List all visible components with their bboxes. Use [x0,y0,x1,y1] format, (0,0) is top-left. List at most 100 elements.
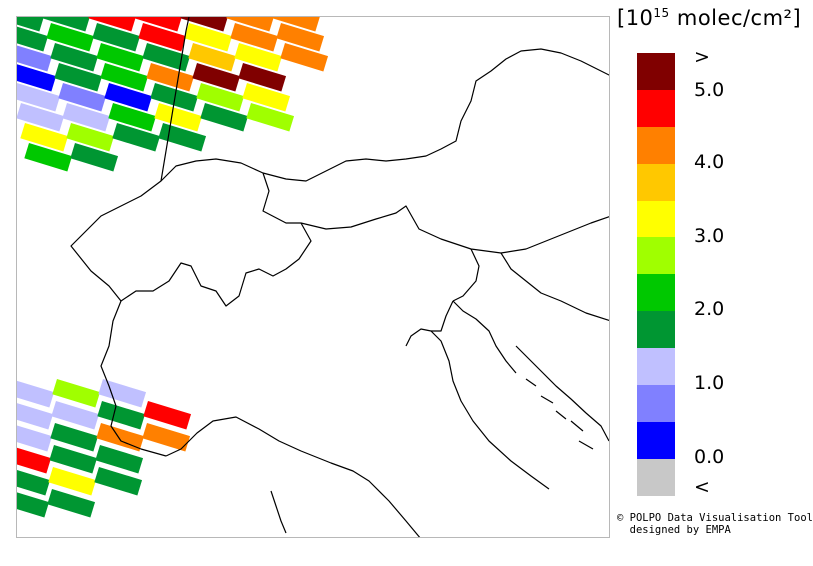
border-austria-germany [262,48,609,182]
swath-pixel [142,43,191,72]
border-france-italy [100,300,167,457]
swath-pixel [17,379,55,408]
swath-pixel [230,23,279,52]
swath-pixel [138,23,187,52]
swath-pixel [20,123,69,152]
credit-line-tool: © POLPO Data Visualisation Tool [617,512,813,524]
swath-pixel [48,467,97,496]
legend-tick-label: < [694,476,710,498]
legend-swatch [637,200,675,238]
swath-pixel [276,23,325,52]
map-panel[interactable] [16,16,610,538]
border-corsica [270,490,287,534]
border-slovenia [452,248,609,321]
swath-pixel [42,17,91,32]
legend-swatch [637,421,675,459]
swath-pixel [17,467,51,496]
border-austria-italy [300,205,609,254]
satellite-swath-southwest [17,378,192,518]
swath-pixel [17,422,53,452]
swath-pixel [50,43,99,72]
swath-pixel [92,23,141,52]
swath-pixel [17,401,54,430]
satellite-swath-north [17,17,329,172]
swath-pixel [62,103,111,132]
legend-swatch [637,89,675,127]
unit-prefix: [10 [617,6,654,30]
border-switzerland [70,158,312,307]
swath-pixel [88,17,137,32]
swath-pixel [70,143,119,172]
swath-pixel [238,63,287,92]
border-italy-slovenia [431,300,454,332]
swath-pixel [49,444,98,474]
swath-pixel [97,401,146,430]
swath-pixel [17,43,53,72]
legend-swatch [637,385,675,422]
coastline-adriatic-west [405,328,550,490]
croatia-islands [525,378,594,450]
swath-pixel [17,63,57,92]
swath-pixel [246,103,295,132]
legend-tick-label: 5.0 [694,79,725,101]
swath-pixel [98,379,147,408]
legend-swatch [637,126,675,164]
swath-pixel [180,17,229,32]
swath-pixel [134,17,183,32]
map-canvas[interactable] [17,17,610,538]
coastline-croatia [515,345,609,442]
swath-pixel [17,17,45,32]
swath-pixel [17,489,50,518]
swath-pixel [196,83,245,112]
swath-pixel [184,23,233,52]
swath-pixel [142,422,191,452]
coastline-italy [165,416,421,537]
swath-pixel [104,83,153,112]
swath-pixel [52,378,101,408]
swath-pixel [143,401,192,430]
unit-exponent: 15 [653,6,670,20]
swath-pixel [50,423,99,452]
swath-pixel [46,23,95,52]
swath-pixel [146,63,195,92]
swath-pixel [272,17,321,32]
swath-pixel [66,123,115,152]
coastline-istria [452,300,517,374]
swath-pixel [17,23,49,52]
credit-line-author: designed by EMPA [617,524,731,536]
legend-tick-label: 0.0 [694,446,725,468]
credits-text: © POLPO Data Visualisation Tool designed… [617,512,813,536]
swath-pixel [226,17,275,32]
legend-swatch [637,458,675,496]
swath-pixel [108,103,157,132]
swath-pixel [192,63,241,92]
swath-pixel [150,83,199,112]
swath-pixel [154,103,203,132]
legend-tick-label: 2.0 [694,298,725,320]
legend-unit-label: [1015 molec/cm²] [617,6,807,30]
swath-pixel [24,143,73,172]
swath-pixel [112,123,161,152]
legend-tick-label: 3.0 [694,225,725,247]
unit-suffix: molec/cm²] [669,6,802,30]
swath-pixel [17,83,61,112]
legend-tick-label: > [694,46,710,68]
legend-swatch [637,163,675,201]
swath-pixel [158,123,207,152]
legend-tick-label: 1.0 [694,372,725,394]
swath-pixel [47,488,96,518]
swath-pixel [188,43,237,72]
country-borders [70,17,609,537]
swath-pixel [96,422,145,452]
legend-swatch [637,311,675,349]
swath-pixel [54,63,103,92]
swath-pixel [94,467,143,496]
legend-swatch [637,274,675,312]
swath-pixel [280,43,329,72]
swath-pixel [200,103,249,132]
swath-pixel [58,83,107,112]
color-scale-legend [637,53,675,496]
swath-pixel [95,445,144,474]
swath-pixel [242,83,291,112]
swath-pixel [51,401,100,430]
